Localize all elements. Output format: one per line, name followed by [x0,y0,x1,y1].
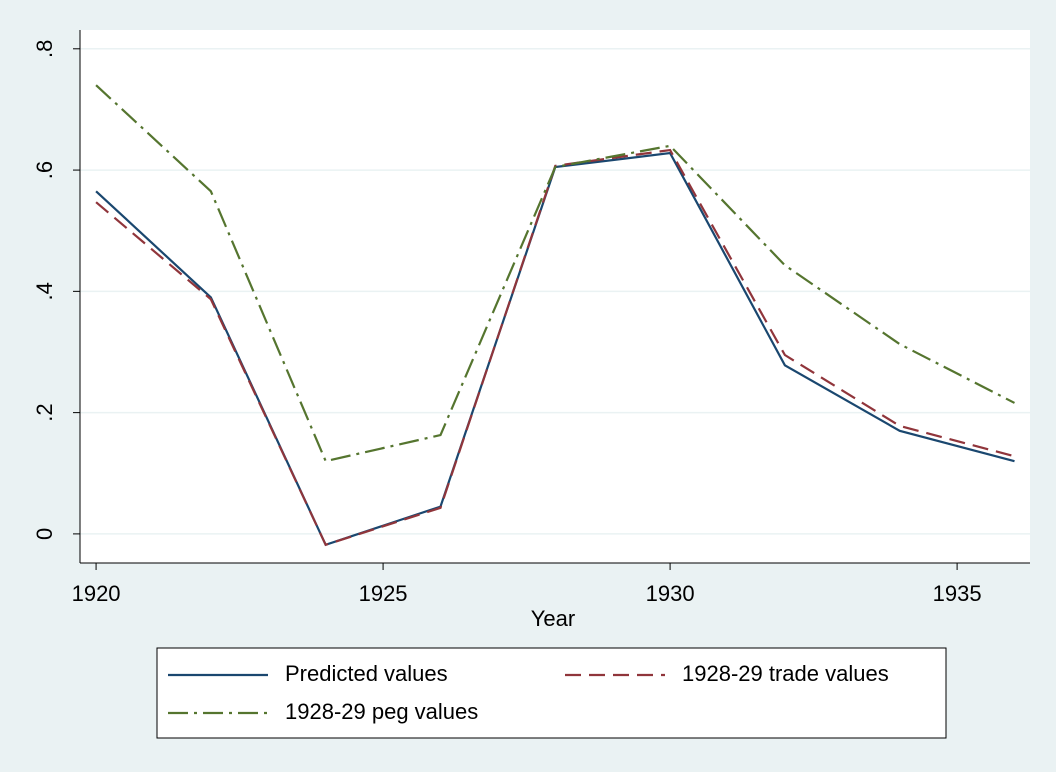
series-line [95,148,1015,547]
y-tick-label: .6 [32,161,57,179]
x-tick-label: 1935 [933,581,982,606]
x-tick-label: 1920 [72,581,121,606]
x-tick-label: 1925 [359,581,408,606]
legend-label: 1928-29 trade values [682,661,889,686]
x-axis-title: Year [531,606,575,631]
y-tick-label: .4 [32,282,57,300]
x-tick-label: 1930 [646,581,695,606]
legend: Predicted values 1928-29 trade values 1928… [156,647,947,739]
legend-label: 1928-29 peg values [285,699,478,724]
y-tick-label: 0 [32,528,57,540]
legend-box [156,647,947,739]
y-tick-label: .2 [32,403,57,421]
legend-label: Predicted values [285,661,448,686]
plot-area [80,30,1030,563]
series-line [95,84,1016,463]
y-tick-label: .8 [32,40,57,58]
